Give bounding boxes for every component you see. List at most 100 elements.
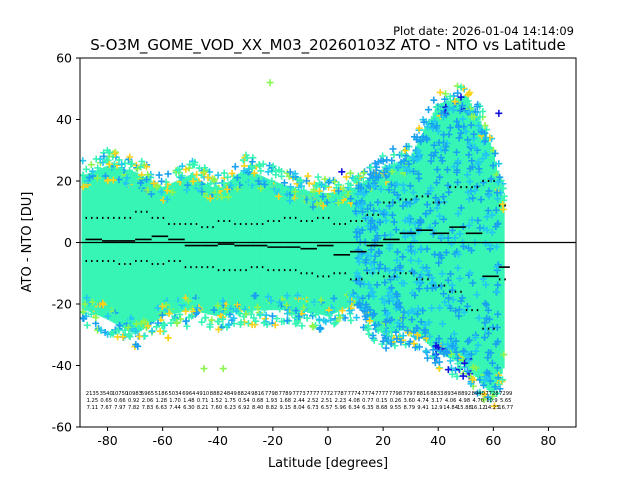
bin-stat-label: 6.63 [156, 405, 168, 411]
data-point [485, 370, 493, 378]
data-point [154, 304, 162, 312]
data-point [478, 128, 486, 136]
data-point [108, 170, 116, 178]
data-point [224, 193, 232, 201]
data-point [432, 194, 440, 202]
data-point [200, 365, 208, 373]
data-point [468, 375, 476, 383]
bin-stat-label: 16.12 [471, 405, 486, 411]
data-point [375, 158, 383, 166]
data-point [475, 165, 483, 173]
data-point [286, 197, 294, 205]
data-point [367, 260, 375, 268]
bin-stat-label: 2.44 [293, 398, 305, 404]
data-point [458, 294, 466, 302]
cloud-column [426, 123, 430, 345]
data-point [219, 322, 227, 330]
data-point [168, 188, 176, 196]
data-point [336, 314, 344, 322]
data-point [325, 179, 333, 187]
data-point [433, 179, 441, 187]
data-point [410, 237, 418, 245]
data-point [292, 307, 300, 315]
data-point [219, 297, 227, 305]
cloud-column [143, 177, 146, 329]
bin-stat-label: 8824 [237, 391, 251, 397]
data-point [295, 312, 303, 320]
data-point [132, 341, 140, 349]
data-point [470, 130, 478, 138]
data-point [415, 343, 423, 351]
data-point [454, 89, 462, 97]
data-point [363, 311, 371, 319]
data-point [354, 172, 362, 180]
data-point [105, 160, 113, 168]
data-point [223, 185, 231, 193]
data-point [491, 383, 499, 391]
data-point [144, 186, 152, 194]
cloud-column [255, 173, 258, 311]
cloud-column [405, 158, 409, 330]
data-point [465, 108, 473, 116]
data-point [123, 174, 131, 182]
data-point [291, 170, 299, 178]
data-point [469, 194, 477, 202]
data-point [315, 307, 323, 315]
data-point [132, 320, 140, 328]
data-point [441, 90, 449, 98]
bin-stat-label: 4849 [224, 391, 237, 397]
data-point [162, 301, 170, 309]
data-point [466, 140, 474, 148]
cloud-column [274, 181, 278, 311]
data-point [350, 176, 358, 184]
data-point [494, 338, 502, 346]
data-point [219, 365, 227, 373]
cloud-column [442, 102, 445, 356]
data-point [148, 327, 156, 335]
data-point [109, 330, 117, 338]
cloud-column [266, 178, 270, 311]
data-point [300, 186, 308, 194]
cloud-column [332, 192, 335, 314]
data-point [268, 164, 276, 172]
data-point [99, 299, 107, 307]
data-point [415, 124, 423, 132]
data-point [93, 174, 101, 182]
data-point [500, 351, 508, 359]
data-point [389, 211, 397, 219]
cloud-column [361, 182, 364, 312]
data-point [415, 154, 423, 162]
data-point [396, 303, 404, 311]
data-point [437, 154, 445, 162]
bin-stat-label: 0.15 [376, 398, 388, 404]
data-point [500, 192, 508, 200]
bin-stat-label: 9.55 [390, 405, 402, 411]
data-point [266, 79, 274, 87]
cloud-column [392, 164, 395, 333]
data-point [380, 299, 388, 307]
data-point [400, 280, 408, 288]
cloud-column [147, 179, 150, 326]
data-point [261, 181, 269, 189]
data-point [432, 342, 440, 350]
data-point [423, 201, 431, 209]
cloud-column [120, 168, 123, 328]
data-point [467, 380, 475, 388]
cloud-column [245, 169, 249, 311]
data-point [286, 183, 294, 191]
cloud-column [272, 181, 276, 311]
data-point [466, 178, 474, 186]
data-point [272, 171, 280, 179]
data-point [248, 321, 256, 329]
x-tick-label: 0 [324, 433, 332, 448]
data-point [436, 212, 444, 220]
data-point [97, 326, 105, 334]
data-point [430, 96, 438, 104]
data-point [212, 184, 220, 192]
data-point [414, 147, 422, 155]
data-point [442, 111, 450, 119]
data-point [152, 323, 160, 331]
cloud-column [251, 171, 254, 311]
data-point [483, 126, 491, 134]
cloud-column [131, 171, 135, 334]
